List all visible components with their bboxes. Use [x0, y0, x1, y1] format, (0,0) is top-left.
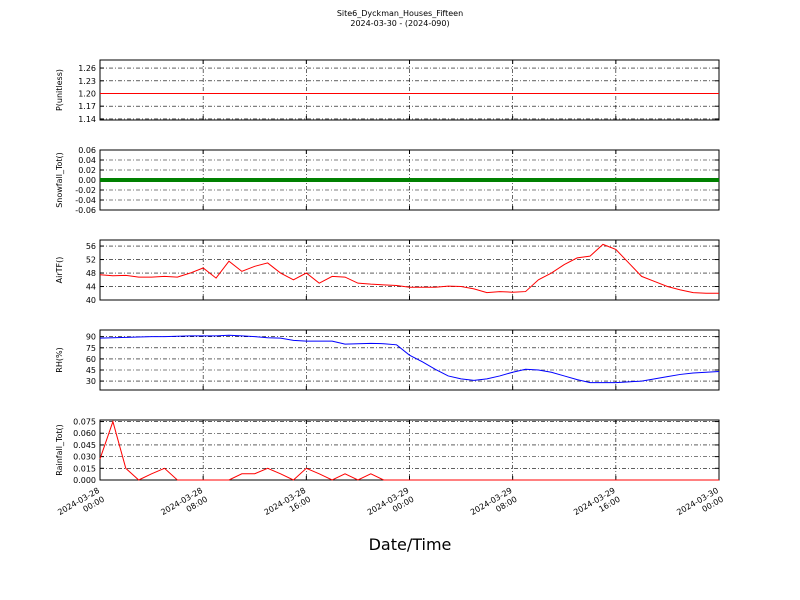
- y-tick-label: 44: [86, 283, 96, 292]
- y-axis-label: AirTF(): [55, 257, 64, 284]
- y-tick-label: 0.075: [73, 418, 96, 427]
- y-tick-label: 0.015: [73, 464, 96, 473]
- x-tick-label: 2024-03-2916:00: [572, 486, 622, 526]
- x-tick-label: 2024-03-2800:00: [56, 486, 106, 526]
- y-axis-label: Snowfall_Tot(): [55, 152, 64, 208]
- y-tick-label: -0.06: [75, 206, 96, 215]
- axes-frame: [99, 239, 720, 301]
- chart-subtitle: 2024-03-30 - (2024-090): [350, 19, 449, 28]
- y-tick-label: 75: [86, 344, 96, 353]
- y-tick-label: 0.060: [73, 429, 96, 438]
- y-tick-label: 0.045: [73, 441, 96, 450]
- y-tick-label: 0.030: [73, 453, 96, 462]
- chart-title: Site6_Dyckman_Houses_Fifteen: [337, 9, 463, 18]
- y-tick-label: 1.23: [78, 77, 96, 86]
- axes-frame: [99, 329, 720, 391]
- y-tick-label: 0.04: [78, 156, 96, 165]
- y-tick-label: 48: [86, 269, 96, 278]
- data-line: [99, 419, 719, 481]
- y-tick-label: 40: [86, 296, 96, 305]
- y-tick-label: 0.02: [78, 166, 96, 175]
- y-tick-label: -0.04: [75, 196, 96, 205]
- y-tick-label: 30: [86, 377, 96, 386]
- panel: 1.14 1.17 1.20 1.23 1.26 P(unitless): [55, 59, 720, 124]
- y-tick-label: 0.00: [78, 176, 96, 185]
- y-tick-label: 1.26: [78, 64, 96, 73]
- data-line: [99, 243, 719, 294]
- y-axis-label: Rainfall_Tot(): [55, 424, 64, 476]
- panel: 40 44 48 52 56 AirTF(): [55, 239, 720, 305]
- y-tick-label: 52: [86, 256, 96, 265]
- y-tick-label: 56: [86, 242, 96, 251]
- x-tick-label: 2024-03-2908:00: [469, 486, 519, 526]
- x-tick-label: 2024-03-2808:00: [159, 486, 209, 526]
- x-tick-label: 2024-03-2816:00: [263, 486, 313, 526]
- panel: 30 45 60 75 90 RH(%): [55, 329, 720, 391]
- x-tick-label: 2024-03-2900:00: [366, 486, 416, 526]
- y-tick-label: 60: [86, 355, 96, 364]
- x-tick-label: 2024-03-3000:00: [675, 486, 725, 526]
- y-tick-label: 1.20: [78, 89, 96, 98]
- y-tick-label: -0.02: [75, 186, 96, 195]
- data-line: [99, 334, 720, 384]
- y-tick-label: 90: [86, 333, 96, 342]
- y-tick-label: 1.14: [78, 115, 96, 124]
- y-axis-label: RH(%): [55, 347, 64, 372]
- y-axis-label: P(unitless): [55, 69, 64, 111]
- y-tick-label: 0.000: [73, 476, 96, 485]
- y-tick-label: 1.17: [78, 102, 96, 111]
- y-tick-label: 45: [86, 366, 96, 375]
- x-axis-label: Date/Time: [369, 535, 452, 554]
- panel: 0.000 0.015 0.030 0.045 0.060 0.075 Rainfall_T…: [55, 418, 720, 485]
- axes-frame: [99, 59, 720, 121]
- y-tick-label: 0.06: [78, 146, 96, 155]
